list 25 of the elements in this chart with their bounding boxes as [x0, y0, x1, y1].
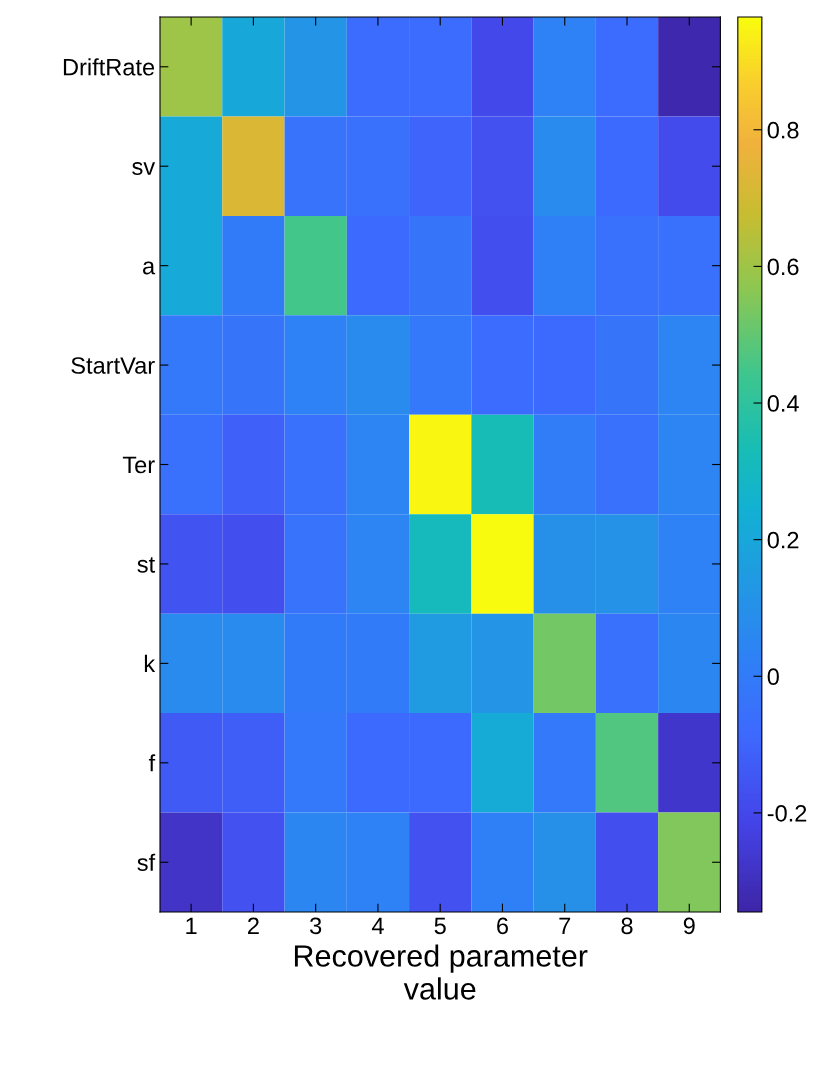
color-bar-label: -0.2	[767, 804, 807, 822]
color-bar-label: 0.2	[767, 531, 799, 549]
y-tick-label: a	[143, 261, 156, 275]
y-tick-label: sf	[137, 853, 156, 872]
y-tick-label: sv	[132, 162, 156, 175]
x-tick-label: 4	[371, 917, 384, 934]
y-tick-label: Ter	[122, 456, 155, 474]
x-tick-label: 6	[497, 917, 508, 935]
x-tick-label: 9	[683, 917, 695, 935]
x-tick-label: 2	[248, 917, 259, 934]
x-tick-label: 1	[186, 917, 197, 934]
y-tick-label: StartVar	[71, 357, 155, 374]
y-tick-label: f	[148, 754, 156, 772]
color-bar-label: 0.8	[767, 121, 799, 139]
x-tick-label: 8	[621, 917, 633, 935]
y-tick-label: DriftRate	[63, 58, 155, 76]
color-bar-label: 0.4	[767, 395, 799, 412]
y-tick-label: st	[137, 557, 155, 573]
color-bar-label: 0	[767, 668, 779, 686]
x-tick-label: 5	[434, 917, 446, 935]
x-axis-title: Recovered parameter value	[294, 944, 588, 1000]
x-tick-label: 7	[559, 917, 571, 934]
x-tick-label: 3	[310, 917, 322, 935]
y-tick-label: k	[144, 654, 156, 672]
color-bar-label: 0.6	[767, 258, 799, 276]
